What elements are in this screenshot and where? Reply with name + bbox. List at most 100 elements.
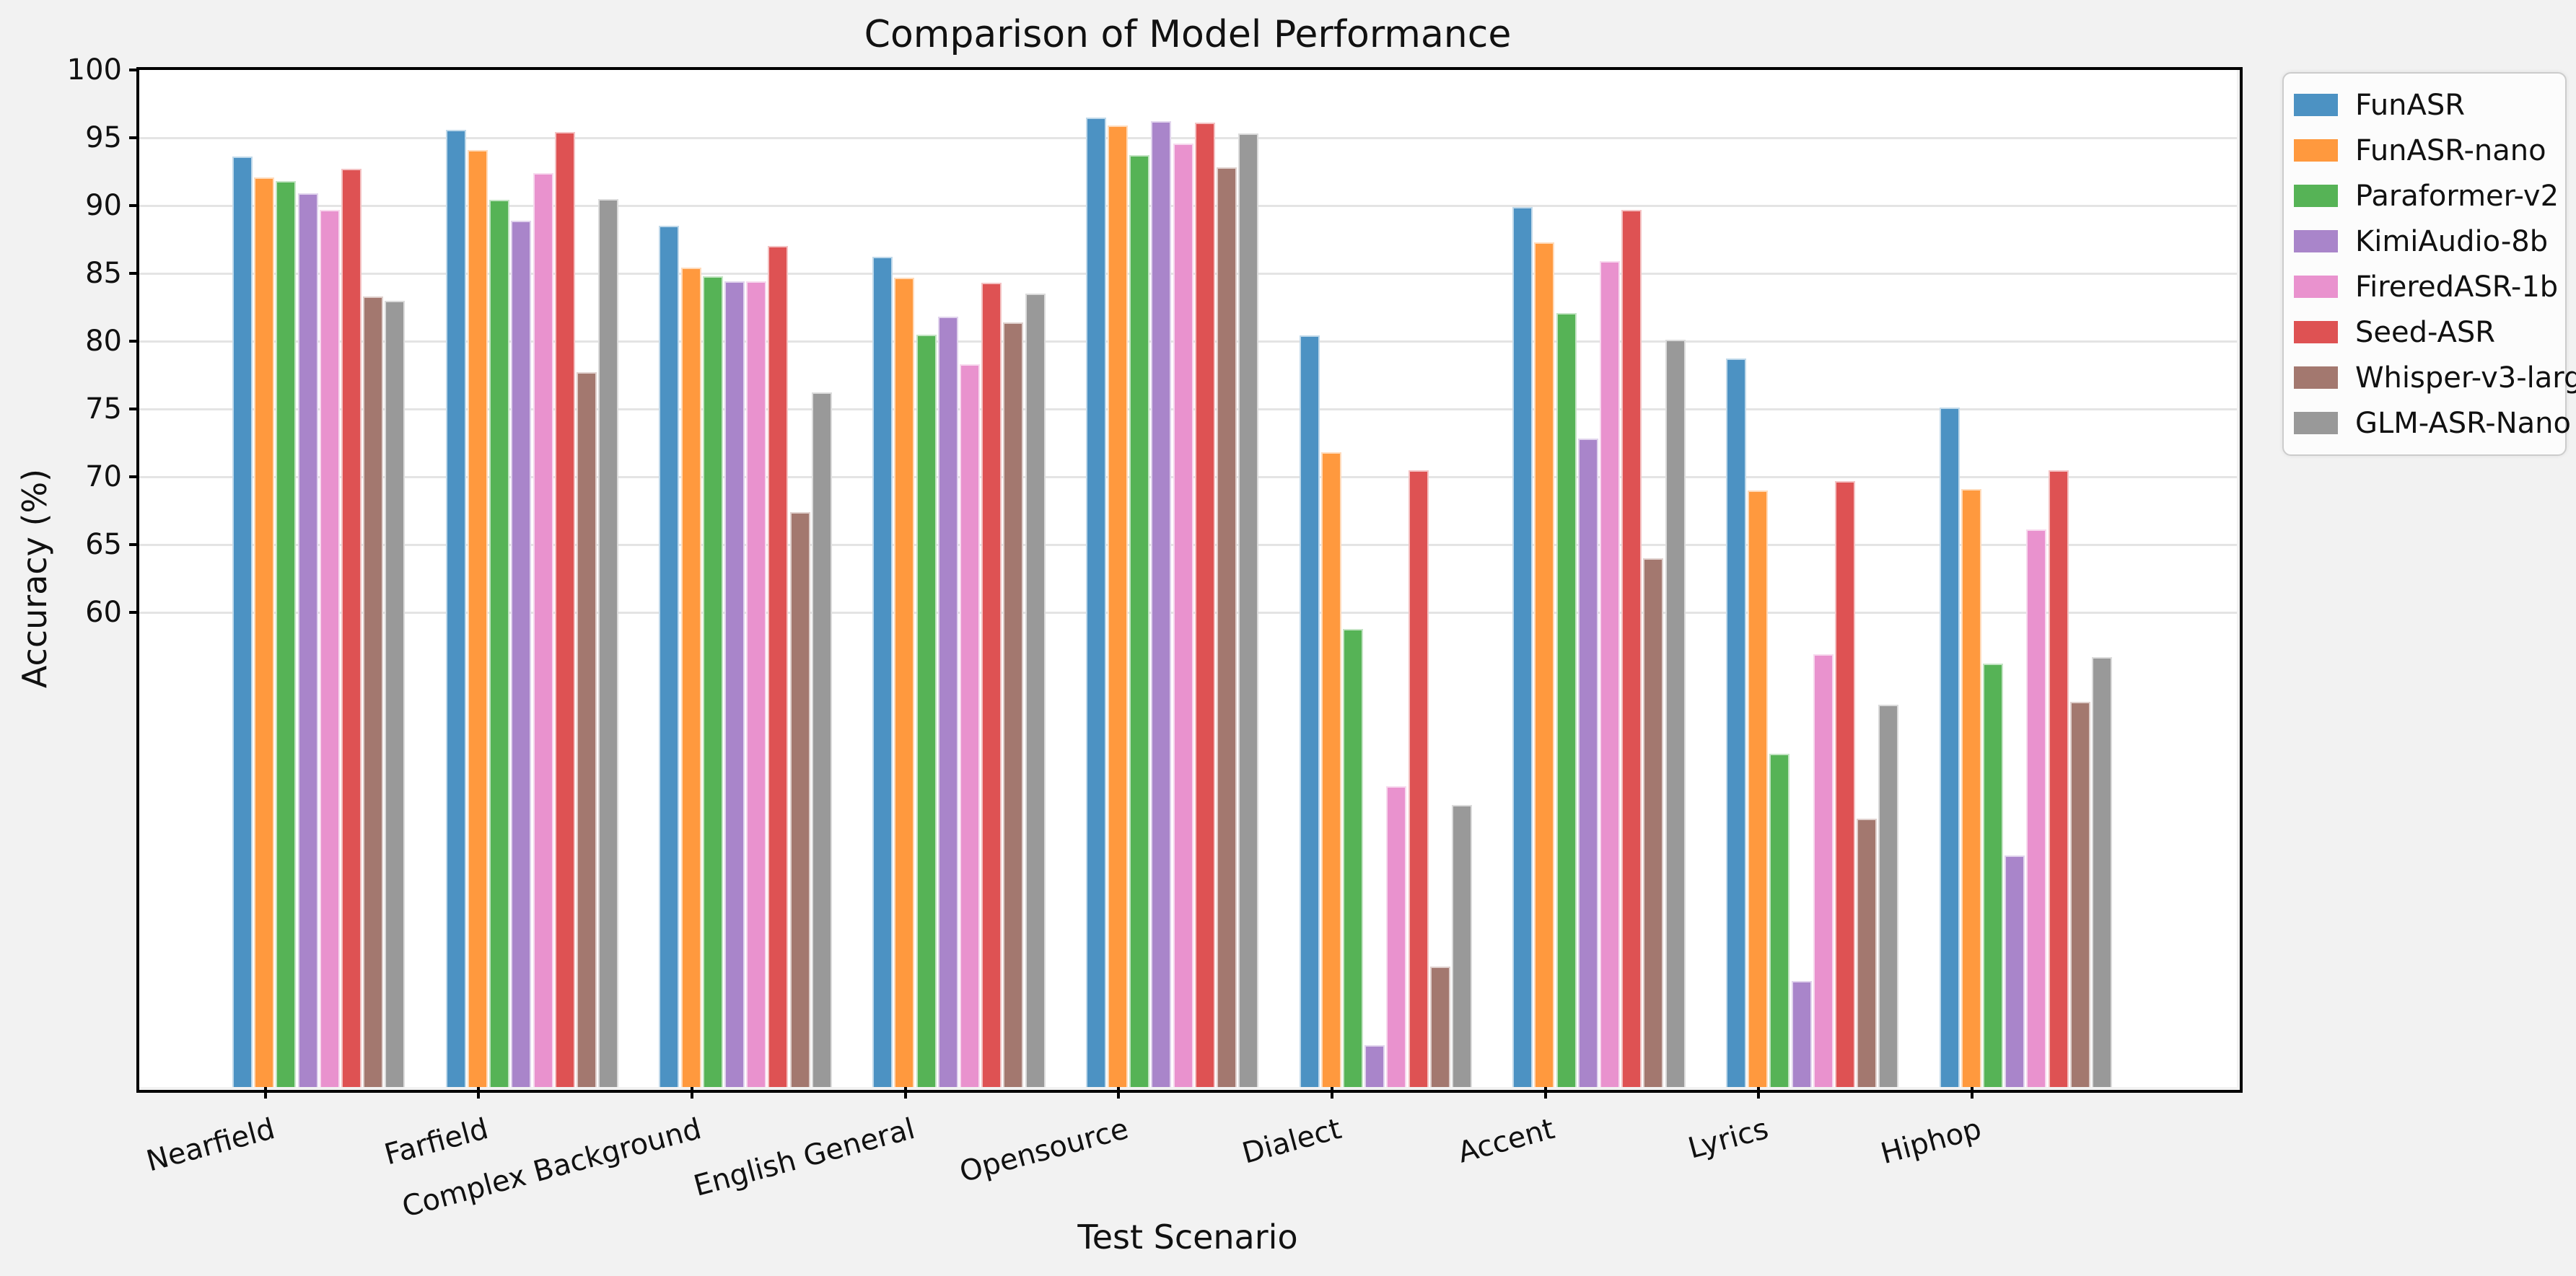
bar [232,157,253,1087]
bar [916,334,937,1087]
legend-swatch [2294,412,2338,434]
legend-label: FireredASR-1b [2355,270,2559,304]
legend-label: KimiAudio-8b [2355,224,2549,258]
x-tick-label: Nearfield [142,1112,279,1179]
legend-label: FunASR-nano [2355,133,2546,167]
legend-label: GLM-ASR-Nano [2355,406,2571,440]
x-tick-mark [1117,1087,1121,1099]
y-axis-label: Accuracy (%) [15,468,54,689]
bar [445,129,466,1087]
bar [1961,488,1981,1087]
x-tick-mark [477,1087,481,1099]
legend-swatch [2294,276,2338,298]
legend-label: FunASR [2355,88,2466,122]
bar [789,511,810,1087]
x-tick-mark [1971,1087,1974,1099]
y-tick-label: 90 [85,189,122,222]
x-tick-mark [1331,1087,1333,1099]
bar [2005,855,2025,1087]
legend-item: Paraformer-v2 [2294,173,2559,219]
y-tick-label: 100 [66,53,122,87]
bar [1983,664,2003,1087]
bar [1665,340,1686,1087]
x-tick-mark [903,1087,907,1099]
x-tick-mark [690,1087,693,1099]
bar [959,364,980,1087]
bar [1299,335,1320,1087]
legend-swatch [2294,139,2338,162]
bar [1725,358,1746,1087]
legend-label: Seed-ASR [2355,315,2496,349]
legend-swatch [2294,321,2338,343]
bar [1857,818,1878,1087]
bar [1621,209,1642,1087]
bar [489,200,510,1087]
bar [1108,126,1128,1087]
bar [1791,981,1812,1087]
bar [1238,133,1259,1087]
y-tick-mark [129,136,139,139]
bar [1173,143,1193,1087]
y-tick-label: 75 [85,392,122,426]
bar [1769,753,1790,1087]
bar [1748,490,1769,1087]
bar [319,209,340,1087]
bar [341,169,362,1087]
bar [2069,702,2090,1087]
bar [1813,654,1834,1087]
chart-title: Comparison of Model Performance [864,13,1512,56]
bar [1577,439,1598,1087]
y-tick-label: 95 [85,121,122,154]
x-tick-label: English General [690,1112,919,1203]
bar [1643,558,1664,1087]
y-tick-mark [129,408,139,410]
bar [768,246,789,1087]
bar [1386,786,1407,1087]
legend-swatch [2294,94,2338,116]
y-tick-mark [129,204,139,207]
bar [1939,408,1960,1087]
bar [680,268,701,1087]
legend-item: FunASR [2294,82,2555,128]
legend: FunASR FunASR-nano Paraformer-v2 KimiAudio-… [2282,72,2576,456]
x-tick-label: Hiphop [1878,1112,1986,1171]
legend-item: GLM-ASR-Nano [2294,400,2571,446]
bar [1556,312,1577,1087]
bar [385,300,406,1087]
x-tick-label: Lyrics [1684,1112,1772,1166]
y-tick-mark [129,611,139,614]
bar [1217,167,1237,1087]
legend-item: FunASR-nano [2294,128,2555,173]
y-tick-label: 60 [85,596,122,629]
y-tick-mark [129,69,139,71]
x-axis-label: Test Scenario [1077,1218,1298,1257]
bar [1451,804,1472,1087]
bar [1342,628,1363,1087]
bar [702,276,723,1087]
legend-swatch [2294,366,2338,389]
bar [598,198,619,1087]
x-tick-label: Farfield [380,1112,492,1172]
y-tick-mark [129,543,139,546]
y-tick-label: 65 [85,528,122,561]
x-tick-mark [263,1087,267,1099]
x-tick-label: Dialect [1238,1112,1345,1171]
bar [659,226,680,1087]
legend-swatch [2294,230,2338,252]
bar [467,149,488,1087]
legend-item: Seed-ASR [2294,309,2555,355]
x-tick-label: Accent [1455,1112,1559,1170]
legend-swatch [2294,185,2338,207]
bar [2048,470,2069,1087]
bar [576,372,597,1087]
bar [533,172,553,1087]
plot-area [139,70,2237,1087]
bar [1534,242,1555,1087]
bar [1194,123,1215,1087]
bar [1834,480,1855,1087]
legend-label: Whisper-v3-large [2355,361,2576,395]
bar [297,193,318,1087]
bar [1600,261,1620,1087]
bar [276,181,297,1087]
